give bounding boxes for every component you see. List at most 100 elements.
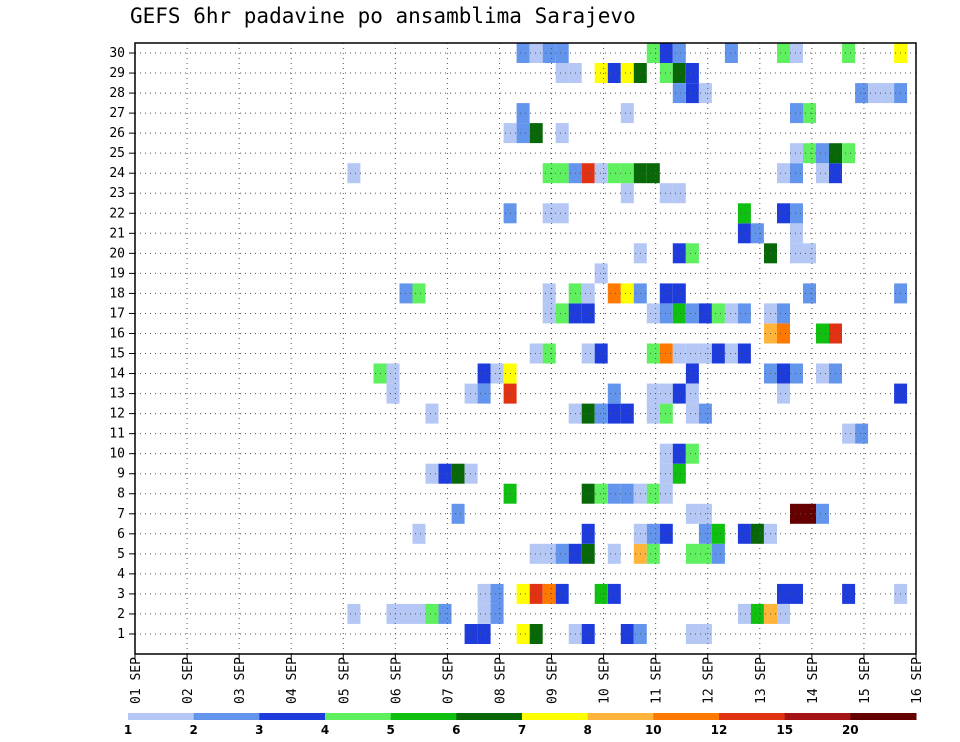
data-cell	[672, 303, 686, 324]
data-cell	[685, 243, 699, 264]
x-tick-label: 02 SEP	[181, 657, 196, 704]
x-tick-label: 14 SEP	[806, 657, 821, 704]
data-cell	[685, 343, 699, 364]
data-cell	[620, 283, 634, 304]
data-cell	[594, 163, 608, 184]
data-cell	[672, 443, 686, 464]
data-cell	[477, 624, 491, 644]
data-cell	[685, 624, 699, 644]
data-cell	[724, 43, 738, 63]
data-cell	[542, 43, 556, 63]
data-cell	[581, 343, 595, 364]
data-cell	[607, 383, 621, 404]
data-cell	[646, 163, 660, 184]
legend-layer: 1 2 3 4 5 6 7 8 10 12 15 20	[124, 713, 917, 737]
legend-swatch	[850, 713, 917, 720]
x-tick-label: 07 SEP	[441, 657, 456, 704]
cells-layer	[347, 43, 908, 644]
data-cell	[607, 63, 621, 83]
legend-swatch	[259, 713, 326, 720]
data-cell	[646, 343, 660, 364]
x-tick-label: 09 SEP	[546, 657, 561, 704]
y-tick-label: 24	[109, 166, 125, 181]
data-cell	[816, 503, 829, 524]
data-cell	[737, 343, 751, 364]
data-cell	[711, 543, 725, 564]
data-cell	[516, 43, 530, 63]
y-tick-label: 4	[117, 567, 125, 582]
legend-swatch	[653, 713, 720, 720]
data-cell	[790, 163, 803, 184]
data-cell	[516, 123, 530, 144]
data-cell	[386, 363, 400, 384]
data-cell	[542, 163, 556, 184]
data-cell	[790, 223, 803, 244]
data-cell	[464, 383, 478, 404]
y-tick-label: 5	[117, 547, 125, 562]
data-cell	[581, 543, 595, 564]
y-tick-label: 1	[117, 627, 125, 642]
data-cell	[555, 43, 569, 63]
data-cell	[646, 543, 660, 564]
data-cell	[542, 283, 556, 304]
data-cell	[672, 43, 686, 63]
x-tick-label: 03 SEP	[233, 657, 248, 704]
legend-swatch	[128, 713, 195, 720]
legend-swatch	[587, 713, 654, 720]
data-cell	[790, 143, 803, 164]
data-cell	[777, 363, 790, 384]
y-tick-label: 7	[117, 507, 125, 522]
data-cell	[777, 303, 790, 324]
y-tick-label: 20	[109, 246, 125, 261]
data-cell	[750, 603, 764, 624]
data-cell	[816, 323, 829, 344]
data-cell	[516, 103, 530, 124]
data-cell	[581, 483, 595, 504]
legend-label: 7	[518, 723, 526, 737]
y-tick-label: 18	[109, 286, 125, 301]
y-tick-label: 16	[109, 326, 125, 341]
data-cell	[711, 523, 725, 544]
data-cell	[790, 503, 803, 524]
data-cell	[529, 123, 543, 144]
data-cell	[529, 43, 543, 63]
legend-swatch	[390, 713, 457, 720]
data-cell	[803, 243, 816, 264]
data-cell	[737, 303, 751, 324]
data-cell	[581, 163, 595, 184]
data-cell	[672, 183, 686, 204]
data-cell	[842, 583, 856, 604]
legend-swatch	[456, 713, 523, 720]
y-tick-label: 26	[109, 126, 125, 141]
data-cell	[594, 343, 608, 364]
data-cell	[555, 303, 569, 324]
data-cell	[659, 443, 673, 464]
data-cell	[581, 283, 595, 304]
data-cell	[594, 403, 608, 424]
x-tick-label: 06 SEP	[389, 657, 404, 704]
y-tick-label: 29	[109, 66, 125, 81]
y-tick-label: 15	[109, 347, 125, 362]
data-cell	[542, 543, 556, 564]
data-cell	[750, 523, 764, 544]
data-cell	[490, 603, 504, 624]
data-cell	[607, 283, 621, 304]
data-cell	[724, 343, 738, 364]
data-cell	[555, 583, 569, 604]
data-cell	[685, 63, 699, 83]
legend-label: 3	[255, 723, 263, 737]
y-tick-label: 21	[109, 226, 125, 241]
data-cell	[594, 263, 608, 284]
data-cell	[412, 603, 426, 624]
data-cell	[803, 503, 816, 524]
data-cell	[425, 403, 439, 424]
y-tick-label: 14	[109, 367, 125, 382]
data-cell	[620, 483, 634, 504]
y-tick-label: 17	[109, 306, 125, 321]
data-cell	[542, 303, 556, 324]
data-cell	[477, 383, 491, 404]
data-cell	[659, 43, 673, 63]
legend-label: 12	[711, 723, 728, 737]
data-cell	[737, 203, 751, 224]
